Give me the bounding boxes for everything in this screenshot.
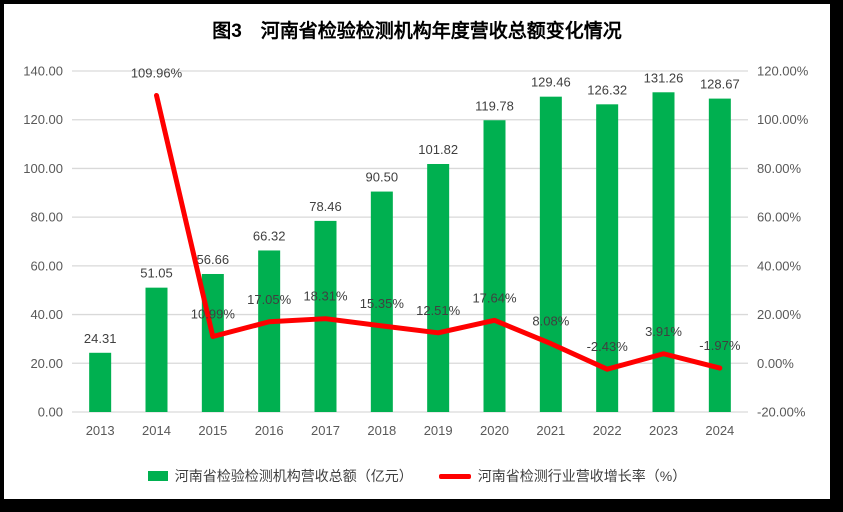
- x-axis-label-2023: 2023: [649, 423, 678, 438]
- bar-label-2014: 51.05: [140, 266, 173, 281]
- bar-label-2020: 119.78: [475, 98, 514, 113]
- bar-label-2013: 24.31: [84, 331, 117, 346]
- right-axis-tick: 120.00%: [757, 64, 809, 79]
- bar-2020: [483, 120, 506, 412]
- line-label-2022: -2.43%: [587, 339, 629, 354]
- bar-label-2015: 56.66: [197, 252, 230, 267]
- bar-2019: [427, 163, 450, 412]
- bar-2018: [370, 191, 393, 412]
- line-label-2016: 17.05%: [247, 292, 292, 307]
- line-label-2023: 3.91%: [645, 324, 682, 339]
- right-axis-tick: 0.00%: [757, 356, 794, 371]
- left-axis-tick: 40.00: [30, 307, 63, 322]
- bar-2024: [708, 98, 731, 412]
- bar-label-2022: 126.32: [587, 82, 627, 97]
- bar-2014: [145, 287, 168, 412]
- legend-item-growth: 河南省检测行业营收增长率（%）: [438, 466, 687, 486]
- line-label-2019: 12.51%: [416, 303, 461, 318]
- right-axis-tick: 60.00%: [757, 210, 802, 225]
- x-axis-label-2013: 2013: [86, 423, 115, 438]
- legend-label-growth: 河南省检测行业营收增长率（%）: [477, 468, 687, 484]
- legend-item-revenue: 河南省检验检测机构营收总额（亿元）: [147, 466, 413, 486]
- line-label-2015: 10.99%: [191, 307, 236, 322]
- x-axis-label-2024: 2024: [705, 423, 734, 438]
- left-axis-tick: 140.00: [23, 64, 63, 79]
- bar-label-2023: 131.26: [644, 70, 684, 85]
- bar-2022: [596, 104, 619, 413]
- bar-label-2018: 90.50: [366, 170, 399, 185]
- bar-label-2016: 66.32: [253, 228, 286, 243]
- line-label-2024: -1.97%: [699, 338, 741, 353]
- left-axis-tick: 0.00: [38, 405, 63, 420]
- left-axis-tick: 60.00: [30, 258, 63, 273]
- bar-2013: [89, 352, 112, 412]
- line-label-2017: 18.31%: [303, 289, 348, 304]
- line-swatch-icon: [438, 473, 471, 479]
- x-axis-label-2021: 2021: [536, 423, 565, 438]
- line-label-2014: 109.96%: [131, 65, 183, 80]
- chart-canvas: 0.00 20.00 40.00 60.00 80.00 100.00 120.00 140.…: [23, 64, 809, 439]
- bar-label-2024: 128.67: [700, 77, 740, 92]
- left-axis-tick: 80.00: [30, 210, 63, 225]
- right-axis-tick: 20.00%: [757, 307, 802, 322]
- legend-label-revenue: 河南省检验检测机构营收总额（亿元）: [174, 468, 413, 484]
- bar-swatch-icon: [147, 471, 168, 481]
- right-axis-tick: 40.00%: [757, 258, 802, 273]
- bar-label-2019: 101.82: [418, 142, 458, 157]
- x-axis-label-2020: 2020: [480, 423, 509, 438]
- chart-title: 图3 河南省检验检测机构年度营收总额变化情况: [212, 21, 622, 42]
- line-label-2020: 17.64%: [472, 290, 517, 305]
- bar-label-2021: 129.46: [531, 75, 571, 90]
- left-axis-tick: 100.00: [23, 161, 63, 176]
- line-label-2021: 8.08%: [532, 314, 569, 329]
- bar-2021: [539, 96, 562, 413]
- left-axis-tick: 20.00: [30, 356, 63, 371]
- x-axis-label-2017: 2017: [311, 423, 340, 438]
- bar-label-2017: 78.46: [309, 199, 342, 214]
- x-axis-label-2015: 2015: [198, 423, 227, 438]
- x-axis-label-2019: 2019: [424, 423, 453, 438]
- x-axis-label-2022: 2022: [593, 423, 622, 438]
- right-axis-tick: 80.00%: [757, 161, 802, 176]
- growth-rate-line: [154, 92, 723, 372]
- legend: 河南省检验检测机构营收总额（亿元） 河南省检测行业营收增长率（%）: [4, 466, 830, 486]
- right-axis-tick: 100.00%: [757, 112, 809, 127]
- x-axis-label-2016: 2016: [255, 423, 284, 438]
- bar-2023: [652, 92, 675, 412]
- bar-2016: [258, 250, 281, 412]
- right-axis-tick: -20.00%: [757, 405, 806, 420]
- x-axis-label-2018: 2018: [367, 423, 396, 438]
- line-label-2018: 15.35%: [360, 296, 405, 311]
- x-axis-label-2014: 2014: [142, 423, 171, 438]
- left-axis-tick: 120.00: [23, 112, 63, 127]
